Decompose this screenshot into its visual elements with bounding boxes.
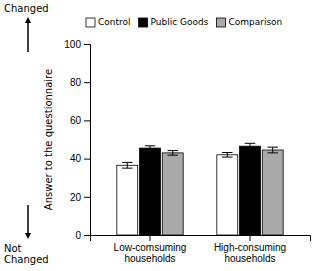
x-axis: Low-comsuminghouseholdsHigh-consuminghou… <box>91 235 311 264</box>
error-bar-stem <box>272 147 273 153</box>
error-bar-cap <box>245 143 255 144</box>
error-bar-cap <box>145 150 155 151</box>
bar <box>240 146 261 235</box>
y-axis-title: Answer to the questionnaire <box>43 69 54 210</box>
bar <box>117 165 138 235</box>
x-tick: High-consuminghouseholds <box>214 235 286 264</box>
y-tick-label: 60 <box>70 115 82 126</box>
y-tick-mark <box>84 159 90 160</box>
legend-label: Comparison <box>228 17 282 27</box>
error-bar-stem <box>150 146 151 151</box>
error-bar <box>268 147 278 153</box>
y-tick: 80 <box>70 77 90 88</box>
y-tick-mark <box>84 120 90 121</box>
x-tick-mark <box>150 235 151 241</box>
x-tick-label-line: High-consuming <box>214 242 286 253</box>
annotation-line: Not <box>4 243 22 254</box>
legend-item: Public Goods <box>139 17 209 27</box>
legend-item: Comparison <box>216 17 282 27</box>
error-bar-cap <box>268 147 278 148</box>
y-tick-label: 40 <box>70 153 82 164</box>
legend-label: Control <box>98 17 131 27</box>
legend-item: Control <box>86 17 131 27</box>
legend-swatch <box>216 18 225 27</box>
error-bar <box>122 162 132 168</box>
error-bar <box>168 151 178 156</box>
y-tick-mark <box>84 44 90 45</box>
error-bar-stem <box>227 152 228 157</box>
x-axis-line <box>91 236 311 242</box>
chart: 020406080100Low-comsuminghouseholdsHigh-… <box>0 0 320 271</box>
annotation-line: Changed <box>4 254 49 265</box>
annotation: NotChanged <box>4 243 49 265</box>
error-bar <box>222 152 232 157</box>
x-tick-label: High-consuminghouseholds <box>214 242 286 264</box>
x-tick-label: Low-comsuminghouseholds <box>114 242 187 264</box>
y-tick-mark <box>84 197 90 198</box>
legend-label: Public Goods <box>151 17 209 27</box>
arrow-up <box>27 20 29 52</box>
x-tick: Low-comsuminghouseholds <box>114 235 187 264</box>
arrow-down <box>27 205 29 236</box>
bar <box>162 153 183 235</box>
y-tick-label: 100 <box>64 39 81 50</box>
y-tick: 60 <box>70 115 90 126</box>
legend-swatch <box>139 18 148 27</box>
legend: Control Public Goods Comparison <box>86 17 282 27</box>
error-bar-cap <box>145 145 155 146</box>
bar <box>217 155 238 235</box>
error-bar-cap <box>168 155 178 156</box>
y-tick-mark <box>84 82 90 83</box>
error-bar-stem <box>172 151 173 156</box>
y-axis-line <box>84 45 91 236</box>
legend-swatch <box>86 18 95 27</box>
y-tick: 100 <box>64 39 90 50</box>
y-tick-label: 80 <box>70 77 82 88</box>
y-tick: 20 <box>70 192 90 203</box>
bar <box>262 150 283 235</box>
error-bar-cap <box>245 149 255 150</box>
x-tick-label-line: households <box>124 253 175 264</box>
y-tick-label: 0 <box>75 230 81 241</box>
plot-area: 020406080100Low-comsuminghouseholdsHigh-… <box>64 39 310 264</box>
marks <box>117 143 283 235</box>
y-axis: 0 20 40 60 80 100 <box>64 39 90 241</box>
error-bar-cap <box>222 152 232 153</box>
series <box>117 152 238 235</box>
y-tick-mark <box>84 235 90 236</box>
error-bar-cap <box>122 168 132 169</box>
series <box>140 143 261 235</box>
error-bar <box>245 143 255 149</box>
x-tick-mark <box>250 235 251 241</box>
y-tick-label: 20 <box>70 192 82 203</box>
annotation: Changed <box>4 3 49 14</box>
series <box>162 147 283 235</box>
error-bar-cap <box>122 162 132 163</box>
error-bar-cap <box>222 157 232 158</box>
y-tick: 0 <box>75 230 90 241</box>
bar <box>140 148 161 235</box>
error-bar-stem <box>127 162 128 168</box>
x-tick-label-line: Low-comsuming <box>114 242 187 253</box>
x-tick-label-line: households <box>224 253 275 264</box>
error-bar <box>145 146 155 151</box>
error-bar-cap <box>268 152 278 153</box>
error-bar-stem <box>250 143 251 149</box>
error-bar-cap <box>168 150 178 151</box>
y-tick: 40 <box>70 153 90 164</box>
